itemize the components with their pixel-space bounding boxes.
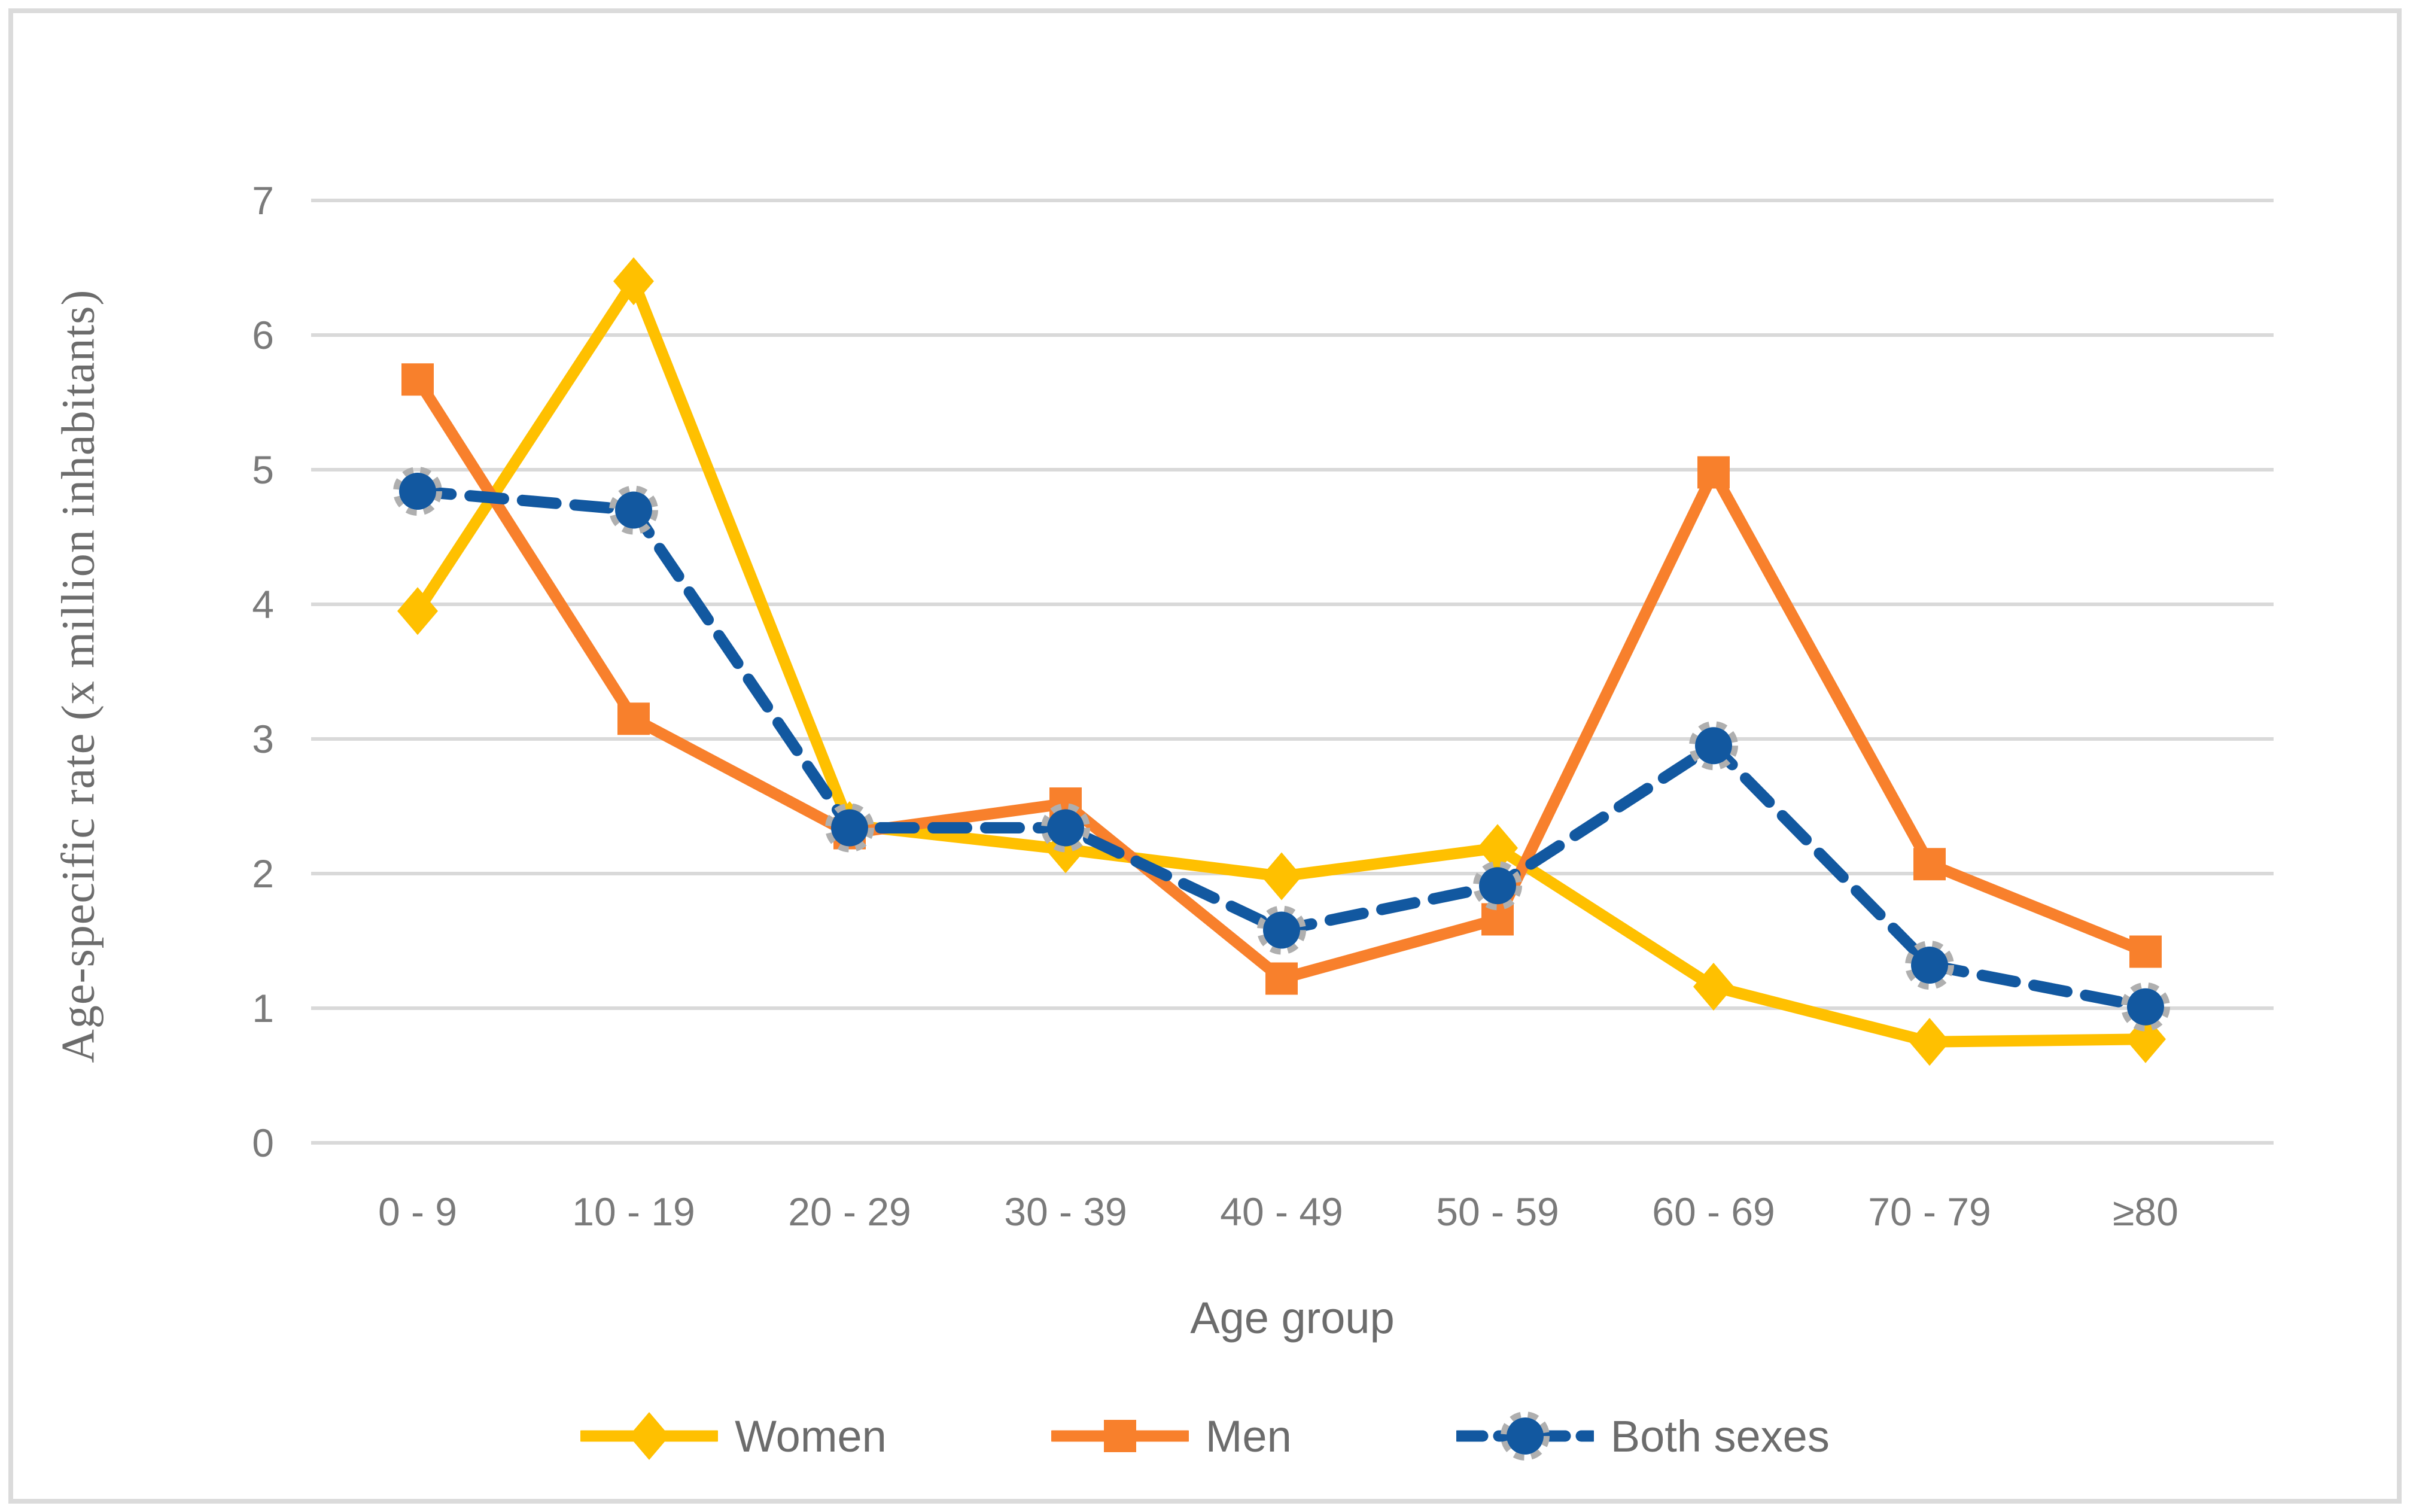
y-tick-label-3: 3 (252, 717, 274, 761)
marker-2-5-ring (1473, 861, 1522, 911)
marker-2-4 (1263, 911, 1300, 949)
y-tick-label-4: 4 (252, 582, 274, 626)
figure-border (8, 8, 2402, 1504)
legend-item-both-sexes: Both sexes (1456, 1407, 1830, 1465)
legend-swatch-both-sexes-circle-icon (1456, 1411, 1594, 1461)
marker-2-3 (1047, 809, 1084, 847)
marker-2-7 (1911, 947, 1948, 984)
marker-1-7 (1913, 848, 1946, 881)
marker-2-4-ring (1257, 905, 1306, 955)
x-tick-label-7: 70 - 79 (1868, 1189, 1991, 1234)
marker-0-4 (1261, 852, 1302, 900)
marker-1-0 (401, 363, 434, 396)
x-tick-label-1: 10 - 19 (572, 1189, 695, 1234)
marker-1-1 (617, 702, 650, 735)
marker-2-5 (1479, 867, 1516, 905)
marker-2-0 (399, 473, 436, 510)
y-tick-label-0: 0 (252, 1121, 274, 1165)
x-tick-label-8: ≥80 (2113, 1189, 2178, 1234)
x-tick-label-5: 50 - 59 (1436, 1189, 1559, 1234)
y-axis-title-box: Age-specific rate (x million inhabitants… (36, 54, 120, 1298)
x-tick-label-6: 60 - 69 (1652, 1189, 1775, 1234)
marker-0-7 (1909, 1018, 1950, 1066)
legend-label-both-sexes: Both sexes (1610, 1411, 1830, 1461)
marker-2-6 (1695, 727, 1732, 765)
legend-label-women: Women (735, 1411, 887, 1461)
y-tick-label-1: 1 (252, 986, 274, 1030)
x-axis-title: Age group (1190, 1293, 1395, 1343)
marker-2-7-ring (1905, 941, 1954, 990)
marker-1-6 (1697, 456, 1730, 489)
marker-2-8 (2127, 988, 2164, 1026)
x-tick-label-2: 20 - 29 (788, 1189, 911, 1234)
legend-marker (1506, 1417, 1544, 1455)
marker-2-1 (615, 491, 652, 529)
marker-2-1-ring (609, 485, 658, 535)
x-tick-label-4: 40 - 49 (1220, 1189, 1343, 1234)
series-both-sexes (393, 467, 2170, 1032)
legend-swatch-women-diamond-icon (580, 1412, 719, 1460)
marker-2-2 (831, 809, 868, 847)
y-axis-title: Age-specific rate (x million inhabitants… (51, 289, 104, 1063)
legend-swatch-men-square-icon (1051, 1420, 1189, 1452)
legend-marker (629, 1412, 670, 1460)
x-tick-label-0: 0 - 9 (378, 1189, 457, 1234)
series-men (401, 363, 2162, 995)
marker-1-8 (2129, 935, 2162, 968)
marker-2-2-ring (825, 803, 874, 853)
x-tick-label-3: 30 - 39 (1004, 1189, 1127, 1234)
marker-1-5 (1481, 903, 1514, 936)
marker-0-5 (1477, 824, 1518, 872)
marker-0-6 (1693, 963, 1734, 1011)
marker-2-6-ring (1689, 721, 1738, 771)
legend-item-women: Women (580, 1407, 887, 1465)
marker-2-0-ring (393, 467, 442, 516)
y-tick-label-5: 5 (252, 448, 274, 492)
marker-2-8-ring (2121, 982, 2170, 1032)
legend-marker-ring (1500, 1411, 1550, 1461)
marker-2-3-ring (1041, 803, 1090, 853)
marker-0-0 (397, 587, 438, 635)
y-tick-label-2: 2 (252, 851, 274, 896)
legend-marker (1103, 1420, 1136, 1452)
y-tick-label-6: 6 (252, 313, 274, 357)
legend-label-men: Men (1205, 1411, 1292, 1461)
marker-0-1 (613, 257, 654, 305)
legend-item-men: Men (1051, 1407, 1292, 1465)
marker-1-4 (1265, 962, 1298, 995)
y-tick-label-7: 7 (252, 178, 274, 223)
chart-legend: Women Men Both sexes (0, 1407, 2410, 1465)
